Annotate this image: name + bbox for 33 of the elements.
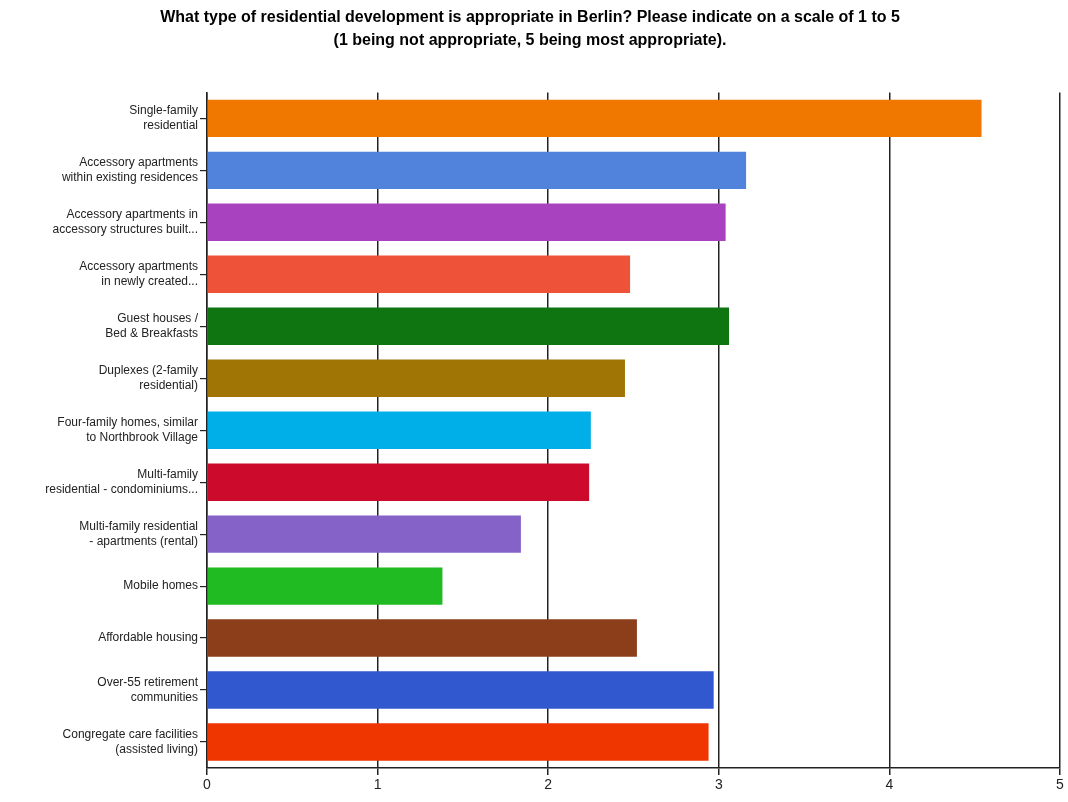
x-tick-label: 1 [373,776,382,793]
y-tick-label: Single-family residential [129,103,198,133]
y-tick-label: Duplexes (2-family residential) [98,363,198,393]
x-tick-label: 5 [1056,776,1065,793]
bar [207,411,591,449]
y-tick-label: Multi-family residential - condominiums... [45,466,198,496]
bar [207,203,726,242]
bar [207,151,747,190]
y-tick-label: Four-family homes, similar to Northbrook Village [57,415,199,445]
y-tick-label: Affordable housing [98,630,198,645]
x-tick-label: 0 [203,776,212,793]
y-tick-label: Multi-family residential - apartments (rental) [79,518,198,548]
x-tick-label: 2 [544,776,553,793]
y-tick-label: Guest houses / Bed & Breakfasts [105,311,199,341]
bar [207,567,443,605]
y-tick-label: Accessory apartments in newly created... [79,259,198,289]
bar [207,671,714,709]
x-tick-label: 3 [714,776,723,793]
bar [207,619,637,657]
chart-title: What type of residential development is appropriate in Berlin? Please indicate on a scale of 1 to 5 (1 being not appropriate, 5 being most appropriate). [160,8,900,49]
bar [207,307,730,345]
y-tick-label: Over-55 retirement communities [97,674,199,704]
y-tick-label: Accessory apartments in accessory structures built... [52,207,198,237]
bar [207,99,982,138]
bar [207,723,709,761]
bar [207,463,590,501]
bar [207,359,625,397]
y-tick-label: Mobile homes [123,578,198,593]
y-tick-label: Accessory apartments within existing residences [60,155,198,185]
bar [207,515,521,553]
y-tick-label: Congregate care facilities (assisted living) [62,726,198,756]
x-tick-label: 4 [885,776,894,793]
bar [207,255,631,293]
